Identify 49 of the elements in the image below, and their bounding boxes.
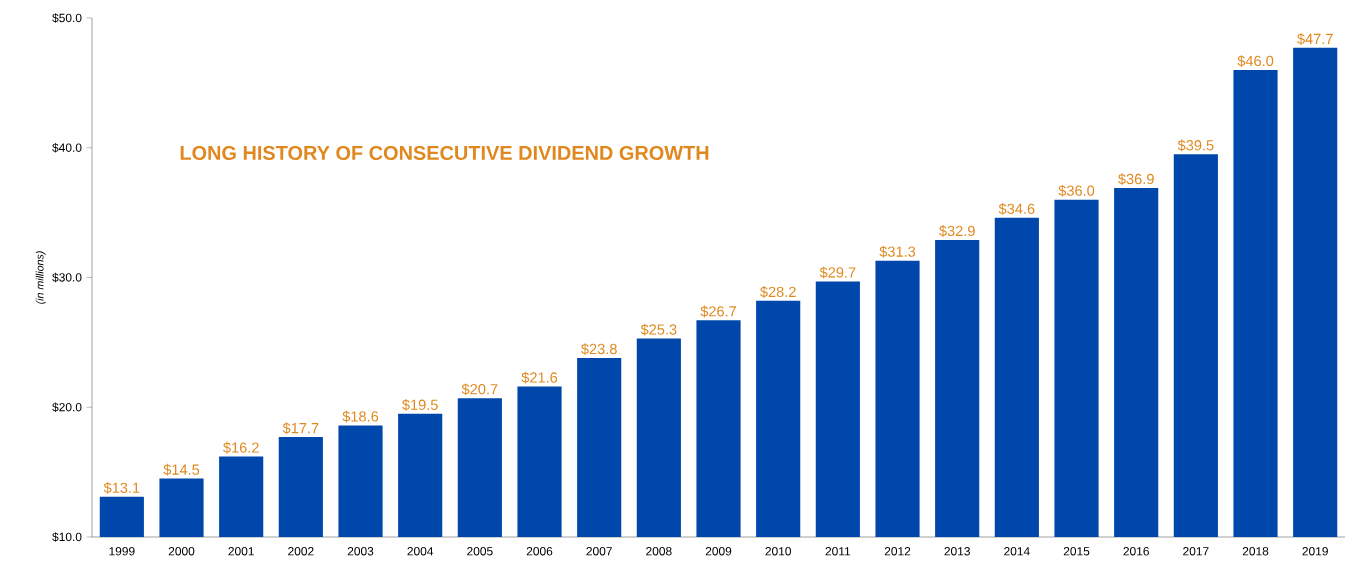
- data-label: $23.8: [581, 343, 617, 356]
- text: LONG HISTORY OF CONSECUTIVE DIVIDEND GROWTH: [180, 145, 709, 160]
- data-label: $14.5: [163, 463, 200, 476]
- x-tick-label: 2018: [1242, 547, 1269, 556]
- x-tick-label: 2013: [944, 547, 970, 556]
- x-tick-label: 2017: [1183, 547, 1209, 556]
- x-tick-label: 2009: [705, 547, 732, 556]
- y-tick-label: $40.0: [52, 142, 82, 153]
- x-tick-label: 2002: [288, 547, 314, 556]
- y-tick-label: $20.0: [52, 402, 82, 413]
- data-label: $36.9: [1118, 173, 1154, 186]
- x-tick-label: 2011: [825, 547, 851, 556]
- data-label: $26.7: [700, 305, 737, 318]
- x-tick-label: 2012: [884, 547, 911, 556]
- x-tick-label: 2019: [1302, 547, 1328, 556]
- data-label: $31.3: [879, 245, 916, 258]
- data-label: $21.6: [521, 371, 558, 384]
- data-label: $29.7: [819, 266, 856, 279]
- data-label: $39.5: [1177, 139, 1214, 152]
- data-label: $13.1: [103, 482, 140, 494]
- x-tick-label: 2007: [586, 547, 612, 556]
- x-tick-label: 2005: [467, 547, 493, 556]
- data-label: $20.7: [461, 383, 498, 396]
- data-label: $25.3: [640, 323, 677, 336]
- x-tick-label: 2016: [1123, 547, 1149, 556]
- data-label: $47.7: [1297, 33, 1333, 45]
- y-axis-title: (in millions): [35, 251, 46, 304]
- data-label: $18.6: [342, 410, 379, 423]
- data-label: $34.6: [998, 203, 1035, 215]
- y-tick-label: $50.0: [52, 13, 82, 23]
- data-label: $17.7: [282, 422, 319, 435]
- x-tick-label: 2014: [1004, 547, 1030, 556]
- data-label: $32.9: [939, 225, 975, 237]
- x-tick-label: 2015: [1063, 547, 1090, 556]
- data-label: $28.2: [760, 286, 796, 298]
- data-label: $46.0: [1237, 55, 1274, 67]
- y-tick-label: $10.0: [52, 532, 82, 542]
- x-tick-label: 2008: [646, 547, 672, 556]
- x-tick-label: 2010: [765, 547, 792, 556]
- x-tick-label: 2000: [168, 547, 195, 556]
- data-label: $36.0: [1058, 184, 1095, 197]
- x-tick-label: 2001: [228, 547, 254, 556]
- x-tick-label: 1999: [109, 547, 135, 556]
- data-label: $16.2: [223, 441, 259, 454]
- y-tick-label: $30.0: [52, 272, 82, 283]
- data-label: $19.5: [402, 398, 438, 411]
- x-tick-label: 2003: [347, 547, 374, 556]
- x-tick-label: 2006: [526, 547, 553, 556]
- x-tick-label: 2004: [407, 547, 434, 556]
